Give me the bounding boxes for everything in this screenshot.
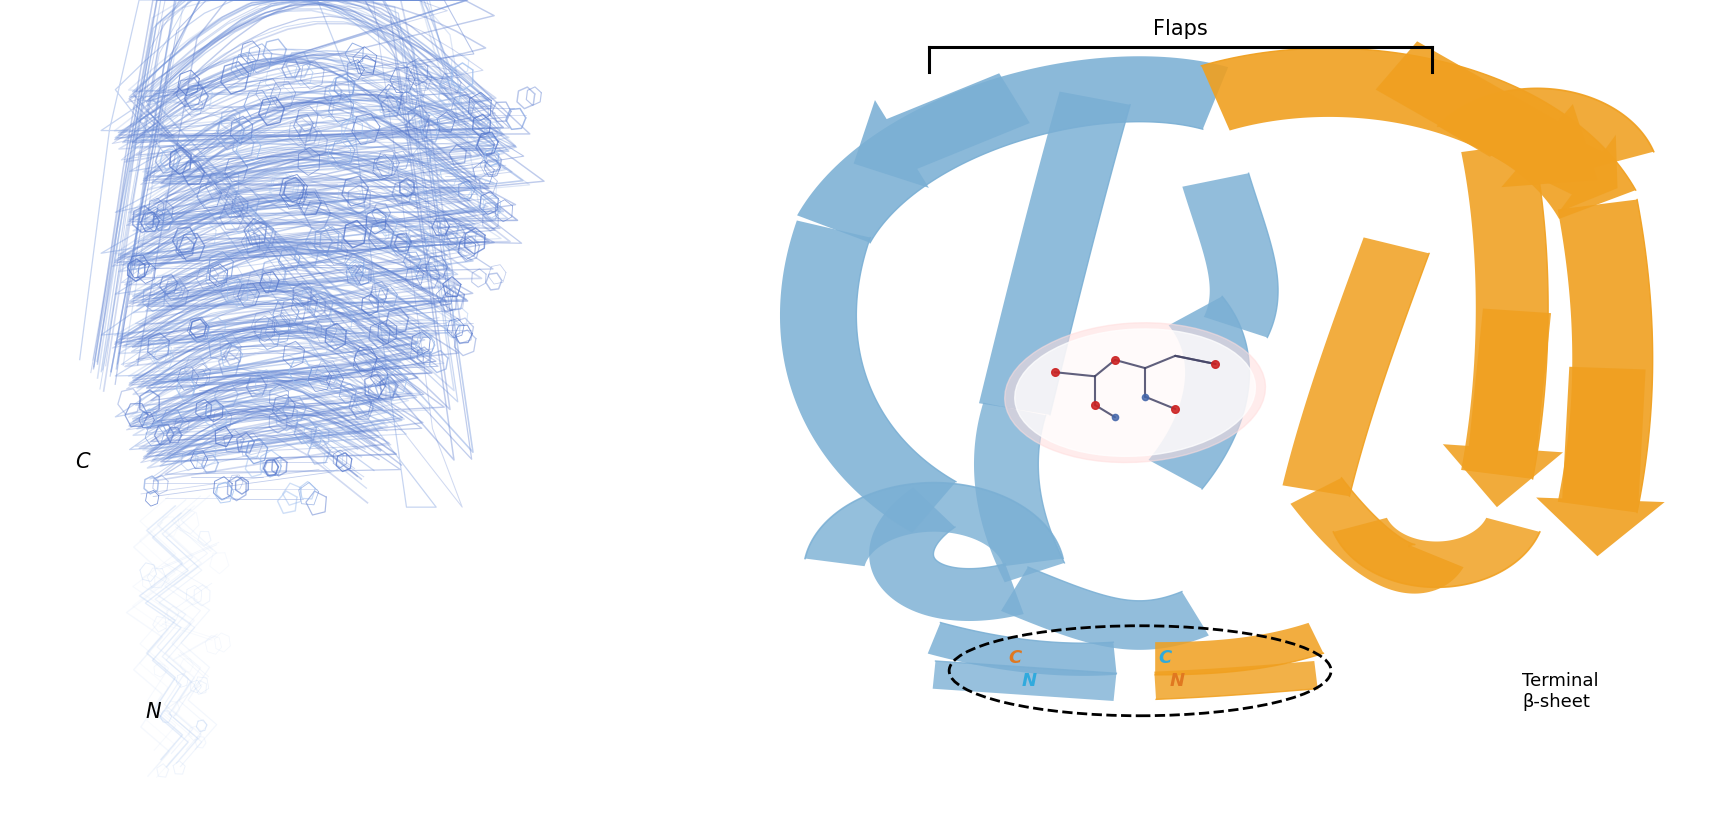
Polygon shape — [1333, 518, 1539, 587]
Text: N: N — [1170, 672, 1185, 690]
Polygon shape — [806, 483, 1063, 566]
Polygon shape — [1002, 567, 1209, 649]
Polygon shape — [1182, 173, 1278, 338]
Polygon shape — [1502, 118, 1617, 212]
Polygon shape — [1443, 308, 1563, 507]
Text: Flaps: Flaps — [1153, 20, 1208, 39]
Polygon shape — [1201, 48, 1636, 219]
Polygon shape — [1149, 296, 1249, 489]
Ellipse shape — [1015, 329, 1256, 456]
Polygon shape — [797, 56, 1228, 243]
Polygon shape — [933, 661, 1117, 701]
Polygon shape — [1154, 622, 1323, 675]
Polygon shape — [1460, 142, 1548, 479]
Polygon shape — [1558, 200, 1653, 513]
Polygon shape — [974, 402, 1065, 582]
Text: N: N — [1022, 672, 1038, 690]
Polygon shape — [780, 221, 955, 533]
Text: Terminal
β-sheet: Terminal β-sheet — [1522, 672, 1599, 711]
Polygon shape — [854, 74, 1029, 188]
Polygon shape — [1282, 237, 1429, 497]
Polygon shape — [1438, 88, 1654, 168]
Polygon shape — [979, 92, 1130, 415]
Polygon shape — [1154, 661, 1318, 699]
Polygon shape — [869, 488, 1024, 621]
Ellipse shape — [1005, 323, 1266, 462]
Polygon shape — [1376, 42, 1598, 187]
Polygon shape — [1536, 366, 1665, 556]
Text: C: C — [74, 452, 89, 472]
Text: C: C — [1008, 649, 1020, 667]
Text: C: C — [1158, 649, 1172, 667]
Polygon shape — [1290, 478, 1464, 594]
Text: N: N — [146, 702, 161, 721]
Polygon shape — [928, 622, 1117, 676]
